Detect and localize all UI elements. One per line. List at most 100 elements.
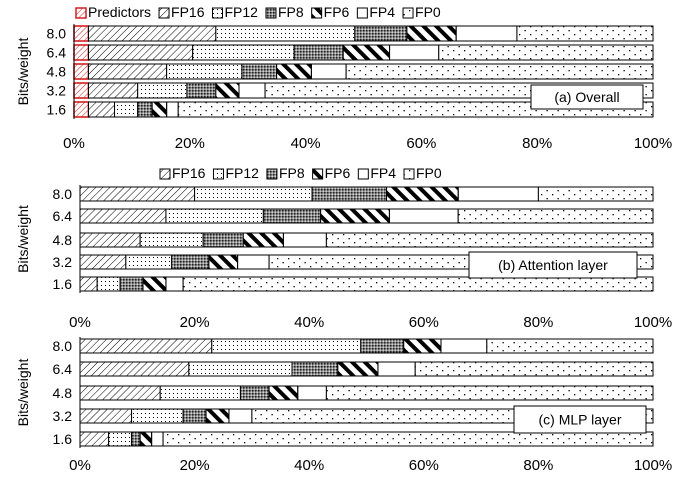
bar-p2-fp16-4_8 <box>79 232 141 248</box>
bar-p2-fp12-4_8 <box>139 232 204 248</box>
bar-p3-fp8-4_8 <box>239 385 270 401</box>
bar-p1-fp8-3_2 <box>186 82 217 99</box>
bar-p2-fp6-3_2 <box>208 254 239 270</box>
bar-p1-fp16-6_4 <box>87 44 194 61</box>
xtick-p3-3: 60% <box>409 457 439 474</box>
ylabel-p1: Bits/weight <box>15 38 31 106</box>
xtick-p1-0: 0% <box>63 135 85 152</box>
legend-swatch-p1-fp4 <box>356 7 368 19</box>
bar-p3-fp4-1_6 <box>151 431 164 447</box>
bar-p3-fp12-6_4 <box>188 361 293 377</box>
bar-p1-fp6-6_4 <box>342 44 391 61</box>
ytick-p1-6_4: 6.4 <box>47 45 67 61</box>
bar-p1-fp8-8_0 <box>354 25 408 42</box>
bar-p3-fp8-8_0 <box>360 338 405 354</box>
bar-p3-fp8-3_2 <box>182 408 207 424</box>
bar-p3-fp0-6_4 <box>414 361 654 377</box>
bar-p2-fp0-1_6 <box>182 276 654 292</box>
bar-p2-fp8-1_6 <box>119 276 144 292</box>
bar-p2-fp8-3_2 <box>171 254 210 270</box>
legend-swatch-p1-fp6 <box>311 7 323 19</box>
bar-p3-fp12-3_2 <box>131 408 184 424</box>
bar-p3-fp6-6_4 <box>337 361 379 377</box>
bar-p1-fp4-6_4 <box>389 44 440 61</box>
bar-p2-fp12-1_6 <box>96 276 121 292</box>
bar-p2-fp8-8_0 <box>311 186 388 202</box>
xtick-p1-2: 40% <box>291 135 321 152</box>
bar-p3-fp4-6_4 <box>377 361 416 377</box>
bar-p3-fp16-4_8 <box>79 385 161 401</box>
bar-p2-fp4-6_4 <box>388 208 459 224</box>
legend-label-p1-fp12: FP12 <box>225 4 259 20</box>
ytick-p3-3_2: 3.2 <box>53 408 73 424</box>
bar-p2-fp16-1_6 <box>79 276 98 292</box>
bar-p2-fp4-4_8 <box>282 232 327 248</box>
bar-p3-fp0-4_8 <box>325 385 654 401</box>
bar-p2-fp16-6_4 <box>79 208 167 224</box>
bar-p2-fp4-1_6 <box>165 276 184 292</box>
bar-p3-fp6-4_8 <box>268 385 299 401</box>
bar-p1-fp12-4_8 <box>166 63 243 80</box>
bar-p2-fp12-3_2 <box>125 254 173 270</box>
bar-p1-fp8-1_6 <box>137 101 153 118</box>
bar-p1-fp0-6_4 <box>438 44 654 61</box>
ytick-p2-4_8: 4.8 <box>53 232 73 248</box>
bar-p1-fp16-4_8 <box>87 63 168 80</box>
bar-p1-predictors-3_2 <box>73 82 90 99</box>
bar-p1-fp12-6_4 <box>192 44 295 61</box>
bar-p1-fp0-4_8 <box>345 63 654 80</box>
bar-p2-fp12-6_4 <box>165 208 264 224</box>
legend-label-p1-fp8: FP8 <box>278 4 304 20</box>
bar-p2-fp8-6_4 <box>262 208 322 224</box>
bar-p2-fp6-1_6 <box>142 276 167 292</box>
xtick-p2-3: 60% <box>409 314 439 331</box>
legend-label-p2-fp8: FP8 <box>279 165 305 181</box>
ytick-p1-4_8: 4.8 <box>47 64 67 80</box>
legend-swatch-p2-fp4 <box>357 168 369 180</box>
bar-p3-fp12-1_6 <box>108 431 133 447</box>
bar-p1-fp12-1_6 <box>114 101 139 118</box>
legend-label-p2-fp6: FP6 <box>325 165 351 181</box>
xtick-p2-5: 100% <box>634 314 672 331</box>
legend-label-p1-fp16: FP16 <box>171 4 205 20</box>
ylabel-p2: Bits/weight <box>15 205 31 273</box>
xtick-p2-2: 40% <box>294 314 324 331</box>
bar-p1-predictors-8_0 <box>73 25 90 42</box>
bar-p1-fp4-4_8 <box>310 63 347 80</box>
xtick-p2-0: 0% <box>69 314 91 331</box>
bar-p1-fp16-1_6 <box>87 101 116 118</box>
bar-p1-fp16-3_2 <box>87 82 139 99</box>
bar-p3-fp6-3_2 <box>205 408 230 424</box>
xtick-p3-2: 40% <box>294 457 324 474</box>
bar-p1-fp16-8_0 <box>87 25 217 42</box>
legend-swatch-p1-fp0 <box>402 7 414 19</box>
annotation-box-p1 <box>530 84 644 110</box>
bar-p3-fp6-1_6 <box>139 431 153 447</box>
ytick-p3-8_0: 8.0 <box>53 338 73 354</box>
annotation-box-p2 <box>468 251 638 279</box>
bar-p3-fp8-1_6 <box>131 431 141 447</box>
bar-p3-fp8-6_4 <box>291 361 339 377</box>
annotation-p3: (c) MLP layer <box>539 412 622 428</box>
bar-p3-fp16-3_2 <box>79 408 133 424</box>
ytick-p2-1_6: 1.6 <box>53 276 73 292</box>
legend-label-p2-fp12: FP12 <box>225 165 259 181</box>
legend-swatch-p2-fp8 <box>266 168 278 180</box>
xtick-p1-1: 20% <box>175 135 205 152</box>
legend-label-p2-fp0: FP0 <box>416 165 442 181</box>
legend-swatch-p1-fp8 <box>265 7 277 19</box>
legend-swatch-p1-predictors <box>75 7 87 19</box>
bar-p1-fp6-1_6 <box>151 101 168 118</box>
ytick-p2-6_4: 6.4 <box>53 208 73 224</box>
annotation-p1: (a) Overall <box>554 89 619 105</box>
legend-label-p2-fp16: FP16 <box>172 165 206 181</box>
bar-p3-fp12-4_8 <box>159 385 241 401</box>
bar-p1-fp8-6_4 <box>293 44 344 61</box>
annotation-p2: (b) Attention layer <box>498 257 608 273</box>
bar-p2-fp6-4_8 <box>242 232 284 248</box>
legend-swatch-p2-fp16 <box>159 168 171 180</box>
xtick-p3-4: 80% <box>523 457 553 474</box>
legend-label-p1-predictors: Predictors <box>88 4 151 20</box>
bar-p1-fp6-8_0 <box>406 25 457 42</box>
